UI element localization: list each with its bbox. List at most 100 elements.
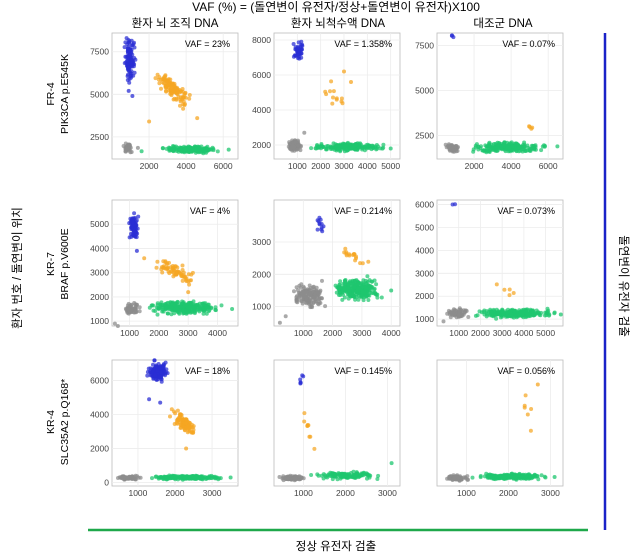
droplet-wildtype — [518, 148, 523, 153]
droplet-negative — [311, 295, 316, 300]
droplet-mutant — [135, 226, 140, 231]
droplet-negative — [456, 145, 460, 150]
droplet-wildtype — [160, 309, 165, 314]
x-tick-label: 2000 — [336, 488, 355, 498]
droplet-negative — [302, 130, 307, 135]
droplet-double — [186, 290, 191, 295]
right-axis-label: 돌연변이 유전자 검출 — [617, 235, 630, 337]
droplet-negative — [292, 476, 297, 481]
droplet-negative — [315, 294, 320, 299]
droplet-mutant — [125, 58, 130, 63]
droplet-wildtype — [352, 472, 357, 477]
droplet-wildtype — [367, 475, 372, 480]
droplet-wildtype — [172, 301, 176, 306]
droplet-wildtype — [357, 474, 362, 479]
droplet-double — [161, 265, 166, 270]
x-tick-label: 1000 — [120, 328, 139, 338]
droplet-wildtype — [524, 311, 529, 316]
droplet-double — [529, 407, 534, 411]
droplet-wildtype — [372, 287, 376, 292]
droplet-wildtype — [342, 285, 347, 290]
droplet-negative — [126, 301, 131, 306]
droplet-negative — [137, 305, 142, 310]
droplet-double — [183, 417, 188, 422]
droplet-wildtype — [372, 144, 377, 149]
droplet-mutant — [295, 53, 300, 58]
droplet-wildtype — [309, 146, 314, 151]
droplet-points — [277, 373, 394, 483]
droplet-wildtype — [160, 146, 165, 151]
vaf-annotation: VAF = 0.056% — [497, 366, 555, 376]
droplet-wildtype — [335, 143, 340, 148]
droplet-double — [161, 81, 166, 86]
droplet-wildtype — [356, 297, 361, 302]
x-tick-label: 5000 — [536, 328, 555, 338]
droplet-wildtype — [330, 474, 335, 479]
droplet-wildtype — [516, 473, 521, 478]
droplet-mutant — [127, 80, 132, 85]
droplet-double — [163, 77, 168, 81]
droplet-wildtype — [183, 147, 187, 152]
droplet-wildtype — [355, 288, 360, 293]
droplet-double — [181, 423, 185, 428]
droplet-wildtype — [209, 473, 214, 478]
y-tick-label: 5000 — [415, 222, 434, 232]
vaf-annotation: VAF = 18% — [185, 366, 230, 376]
droplet-double — [305, 424, 310, 428]
droplet-double — [528, 428, 533, 433]
droplet-mutant — [291, 42, 296, 46]
droplet-mutant — [130, 58, 135, 63]
droplet-wildtype — [530, 475, 535, 480]
droplet-wildtype — [487, 140, 492, 145]
droplet-mutant — [126, 65, 131, 70]
droplet-wildtype — [375, 477, 380, 481]
vaf-annotation: VAF = 0.214% — [334, 206, 392, 216]
droplet-mutant — [158, 370, 163, 375]
droplet-wildtype — [175, 307, 180, 312]
droplet-double — [366, 259, 371, 264]
droplet-double — [157, 81, 162, 86]
column-header-control: 대조군 DNA — [473, 17, 533, 30]
droplet-wildtype — [389, 461, 394, 466]
row-label-mutation: PIK3CA p.E545K — [59, 54, 71, 134]
droplet-mutant — [155, 368, 160, 373]
droplet-double — [187, 93, 192, 97]
vaf-annotation: VAF = 0.145% — [334, 366, 392, 376]
droplet-negative — [126, 476, 131, 481]
y-tick-label: 7500 — [90, 47, 109, 57]
droplet-wildtype — [505, 140, 510, 145]
droplet-wildtype — [347, 291, 352, 295]
droplet-negative — [112, 321, 117, 326]
droplet-wildtype — [521, 147, 526, 152]
droplet-double — [511, 291, 516, 295]
droplet-wildtype — [533, 311, 538, 316]
droplet-negative — [453, 308, 458, 313]
droplet-wildtype — [230, 307, 235, 311]
droplet-wildtype — [343, 146, 348, 151]
droplet-wildtype — [543, 475, 548, 480]
droplet-negative — [288, 473, 293, 478]
droplet-wildtype — [366, 143, 371, 148]
droplet-mutant — [161, 365, 166, 370]
y-tick-label: 0 — [104, 478, 109, 488]
droplet-mutant — [132, 230, 137, 235]
droplet-double — [351, 253, 355, 257]
droplet-double — [178, 99, 183, 104]
droplet-wildtype — [203, 149, 207, 154]
panel-frame — [436, 359, 564, 487]
droplet-wildtype — [510, 144, 515, 149]
droplet-mutant — [317, 215, 322, 220]
droplet-wildtype — [186, 310, 190, 315]
droplet-negative — [281, 478, 286, 483]
droplet-double — [330, 101, 335, 106]
droplet-wildtype — [211, 146, 216, 151]
y-axis-label: 환자 번호 / 돌연변이 위치 — [11, 207, 24, 329]
droplet-double — [159, 86, 163, 91]
vaf-annotation: VAF = 23% — [185, 39, 230, 49]
droplet-mutant — [134, 248, 139, 253]
y-tick-label: 4000 — [415, 245, 434, 255]
droplet-negative — [464, 309, 469, 313]
droplet-wildtype — [498, 315, 503, 320]
droplet-wildtype — [341, 292, 345, 297]
droplet-double — [334, 97, 339, 102]
